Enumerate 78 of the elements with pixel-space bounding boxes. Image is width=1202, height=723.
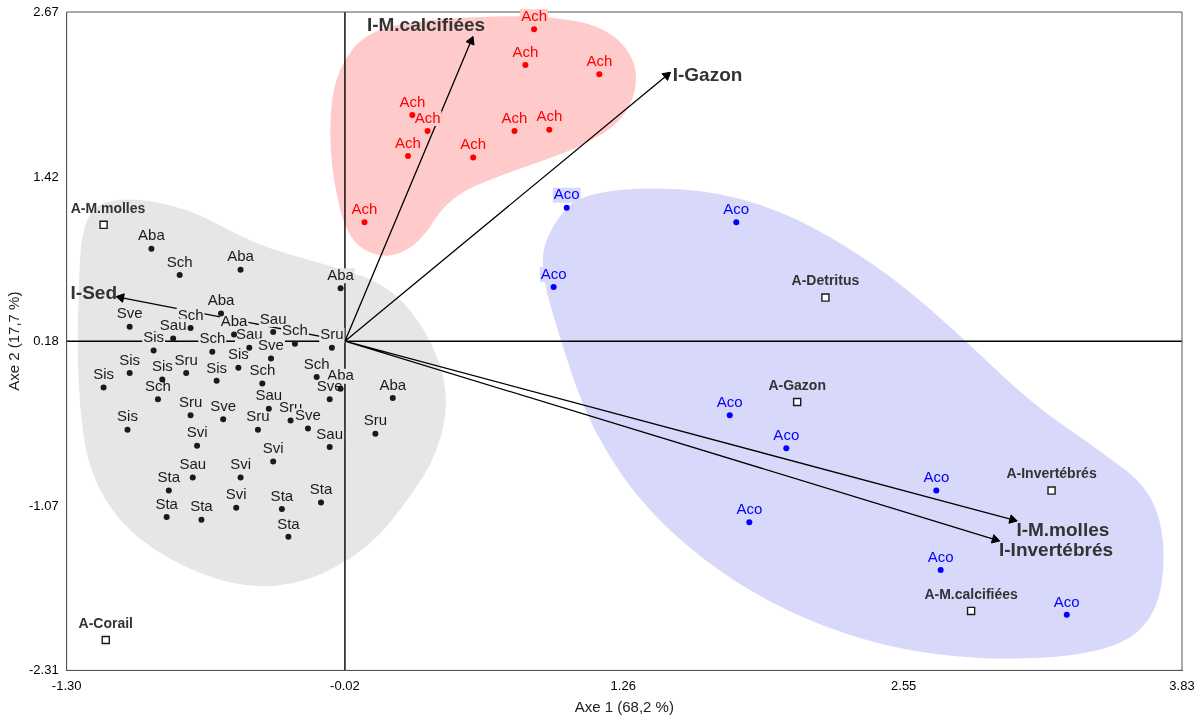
y-tick-label: -2.31 xyxy=(28,661,59,677)
data-label: Aco xyxy=(716,392,743,410)
data-label: Ach xyxy=(395,133,421,151)
data-label: A-Corail xyxy=(78,614,133,631)
data-label: Sta xyxy=(157,468,181,486)
data-label: Svi xyxy=(230,455,251,473)
data-label: Sch xyxy=(145,377,171,395)
data-label: Aco xyxy=(773,425,800,443)
annotation: I-Invertébrés xyxy=(999,539,1114,561)
data-label: Aba xyxy=(227,247,255,265)
x-tick-label: -0.02 xyxy=(330,677,360,693)
data-label: Sru xyxy=(320,325,344,343)
data-label: A-Gazon xyxy=(768,376,826,393)
x-tick-label: 3.83 xyxy=(1169,677,1195,693)
data-label: Sru xyxy=(178,392,203,410)
data-label: Sch xyxy=(199,329,226,347)
data-label: Aba xyxy=(379,375,407,393)
data-label: Sis xyxy=(151,357,173,375)
data-label: Ach xyxy=(414,108,441,126)
data-label: Ach xyxy=(586,51,613,69)
y-tick-label: 0.18 xyxy=(33,332,59,348)
data-label: Aba xyxy=(220,312,249,330)
data-label: A-Detritus xyxy=(791,272,860,289)
data-label: Sch xyxy=(166,252,193,270)
data-label: Aco xyxy=(927,547,954,565)
data-label: Aco xyxy=(553,185,580,203)
data-label: Sru xyxy=(363,411,388,429)
data-label: Sta xyxy=(309,480,333,498)
data-label: Sau xyxy=(179,455,207,473)
data-label: Sis xyxy=(93,365,115,383)
data-label: Sta xyxy=(277,514,301,532)
data-label: Ach xyxy=(460,135,487,153)
data-label: Svi xyxy=(262,439,284,457)
data-label: Sta xyxy=(155,494,179,512)
y-tick-label: 2.67 xyxy=(33,3,59,19)
annotation: I-M.molles xyxy=(1016,519,1110,541)
data-label: Sch xyxy=(249,361,276,379)
data-label: Svi xyxy=(225,485,247,503)
data-label: Sis xyxy=(206,358,228,376)
data-label: Sta xyxy=(270,486,294,504)
data-label: Sch xyxy=(303,354,330,372)
x-tick-label: 2.55 xyxy=(891,677,917,693)
y-tick-label: 1.42 xyxy=(33,168,59,184)
data-label: Ach xyxy=(351,199,378,217)
data-label: Ach xyxy=(521,6,548,24)
x-axis-title: Axe 1 (68,2 %) xyxy=(574,698,674,716)
y-axis-title: Axe 2 (17,7 %) xyxy=(5,291,23,391)
x-tick-label: -1.30 xyxy=(51,677,82,693)
annotation: I-M.calcifiées xyxy=(366,13,486,35)
data-label: A-Invertébrés xyxy=(1006,465,1097,482)
data-label: Sve xyxy=(210,396,237,414)
annotation: I-Sed xyxy=(70,281,117,303)
data-label: Sve xyxy=(116,304,143,322)
annotation: I-Gazon xyxy=(672,63,743,85)
data-label: Sru xyxy=(246,407,270,425)
data-label: Ach xyxy=(399,92,426,110)
data-label: Aba xyxy=(138,226,166,244)
data-label: Ach xyxy=(512,42,539,60)
data-label: Sis xyxy=(227,345,249,363)
data-label: Sta xyxy=(190,497,214,515)
data-label: Aco xyxy=(1053,592,1080,610)
data-label: Ach xyxy=(536,107,563,125)
data-label: Svi xyxy=(186,423,208,441)
data-label: Aco xyxy=(540,264,567,282)
data-label: Aba xyxy=(327,265,355,283)
data-label: Sis xyxy=(117,407,138,425)
data-label: A-M.calcifiées xyxy=(924,585,1018,602)
data-label: Sau xyxy=(316,424,344,442)
x-tick-label: 1.26 xyxy=(610,677,636,693)
data-label: Aco xyxy=(723,199,750,217)
data-label: A-M.molles xyxy=(70,199,146,216)
data-label: Sru xyxy=(174,350,198,368)
data-label: Aba xyxy=(207,291,235,309)
data-label: Aco xyxy=(923,468,950,486)
data-label: Ach xyxy=(501,108,528,126)
data-label: Aco xyxy=(736,499,763,517)
y-tick-label: -1.07 xyxy=(28,498,59,514)
data-label: Sis xyxy=(119,350,141,368)
